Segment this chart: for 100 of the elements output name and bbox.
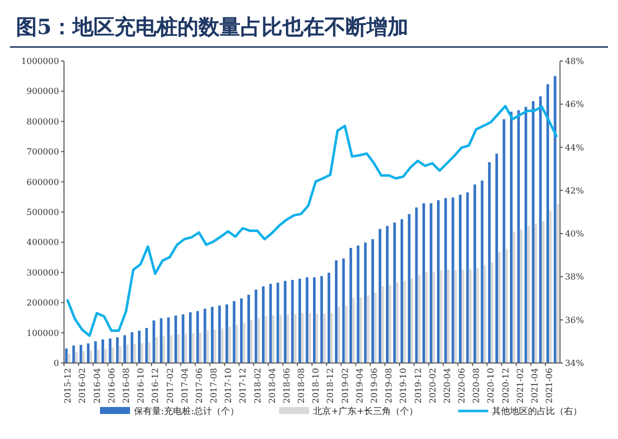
x-tick-label: 2019-02 bbox=[340, 368, 351, 404]
bar bbox=[214, 330, 216, 363]
bar bbox=[192, 333, 194, 363]
bar bbox=[371, 239, 374, 363]
bar bbox=[167, 317, 170, 363]
bar bbox=[381, 286, 384, 363]
bar bbox=[235, 324, 238, 363]
bar bbox=[286, 314, 290, 363]
bar bbox=[196, 311, 199, 363]
bar bbox=[502, 119, 506, 363]
y-tick-label: 300000 bbox=[26, 268, 59, 278]
bar bbox=[225, 304, 228, 363]
bar bbox=[130, 332, 134, 363]
bar bbox=[322, 314, 326, 363]
bar bbox=[393, 222, 396, 363]
x-tick-label: 2016-12 bbox=[151, 368, 162, 404]
bar bbox=[174, 316, 178, 363]
line-series bbox=[66, 104, 558, 337]
bar bbox=[182, 314, 184, 363]
bar bbox=[184, 334, 187, 363]
y2-tick-label: 34% bbox=[565, 359, 584, 369]
y-tick-label: 0 bbox=[54, 359, 59, 369]
bar bbox=[366, 295, 370, 363]
bar bbox=[468, 268, 472, 363]
bar bbox=[454, 270, 457, 363]
x-tick-label: 2016-02 bbox=[78, 368, 88, 404]
bar bbox=[473, 184, 476, 363]
bar bbox=[510, 112, 513, 363]
bar bbox=[328, 272, 330, 363]
x-tick-label: 2017-12 bbox=[238, 368, 249, 404]
bar bbox=[264, 316, 268, 363]
x-tick-label: 2020-02 bbox=[428, 368, 438, 404]
bar bbox=[532, 101, 534, 363]
bar bbox=[374, 292, 377, 363]
legend-label: 保有量:充电桩:总计（个） bbox=[134, 406, 240, 417]
bar bbox=[123, 335, 126, 363]
bar bbox=[313, 277, 316, 363]
y2-tick-label: 48% bbox=[565, 57, 584, 67]
bar bbox=[458, 194, 462, 363]
bar bbox=[539, 96, 542, 363]
bar bbox=[476, 268, 479, 363]
bar bbox=[554, 76, 556, 363]
bar bbox=[204, 308, 206, 363]
bar bbox=[483, 264, 486, 363]
x-tick-label: 2016-06 bbox=[107, 368, 118, 404]
x-tick-label: 2015-12 bbox=[64, 368, 74, 404]
bar bbox=[480, 180, 484, 363]
y-tick-label: 400000 bbox=[26, 238, 59, 248]
bar bbox=[396, 282, 399, 363]
bar bbox=[430, 203, 432, 363]
bar bbox=[437, 200, 440, 363]
bar bbox=[524, 106, 528, 363]
bar bbox=[403, 280, 406, 363]
y-tick-label: 500000 bbox=[26, 208, 59, 218]
bar bbox=[342, 258, 345, 363]
x-tick-label: 2016-08 bbox=[122, 368, 132, 404]
bar bbox=[74, 352, 78, 363]
bar bbox=[301, 313, 304, 363]
bar bbox=[108, 338, 112, 363]
bar bbox=[490, 262, 494, 363]
bar bbox=[160, 318, 162, 363]
y-tick-label: 100000 bbox=[26, 328, 59, 339]
bar bbox=[90, 350, 92, 363]
y-tick-label: 200000 bbox=[26, 298, 59, 309]
x-tick-label: 2018-08 bbox=[297, 368, 308, 404]
bar bbox=[82, 351, 85, 363]
bar bbox=[512, 232, 516, 363]
x-tick-label: 2019-10 bbox=[399, 368, 410, 404]
bar bbox=[444, 198, 447, 363]
y2-tick-label: 36% bbox=[565, 316, 584, 326]
bar bbox=[254, 290, 258, 363]
y2-tick-label: 40% bbox=[565, 230, 584, 240]
bar bbox=[400, 219, 404, 363]
bar bbox=[308, 313, 311, 363]
bar bbox=[549, 210, 552, 363]
bar bbox=[517, 110, 520, 363]
bar bbox=[228, 326, 231, 363]
x-tick-label: 2019-06 bbox=[370, 368, 380, 404]
bar bbox=[349, 248, 352, 363]
bar bbox=[250, 320, 253, 363]
y2-tick-label: 42% bbox=[565, 186, 584, 196]
bar bbox=[498, 252, 501, 363]
bar bbox=[152, 320, 156, 363]
bar bbox=[542, 221, 544, 363]
bar bbox=[269, 284, 272, 363]
bar bbox=[291, 280, 294, 363]
bar bbox=[155, 337, 158, 363]
bar bbox=[298, 278, 302, 363]
x-tick-label: 2018-06 bbox=[282, 368, 292, 404]
bar bbox=[534, 223, 538, 363]
chart-title: 图5：地区充电桩的数量占比也在不断增加 bbox=[16, 14, 409, 39]
y2-tick-label: 38% bbox=[565, 272, 584, 283]
bar bbox=[386, 226, 389, 363]
bar bbox=[527, 226, 530, 363]
x-tick-label: 2018-12 bbox=[326, 368, 336, 404]
bar bbox=[104, 348, 107, 363]
bar bbox=[272, 315, 275, 363]
bar bbox=[148, 342, 151, 363]
bar bbox=[206, 330, 209, 363]
bar bbox=[452, 198, 454, 363]
